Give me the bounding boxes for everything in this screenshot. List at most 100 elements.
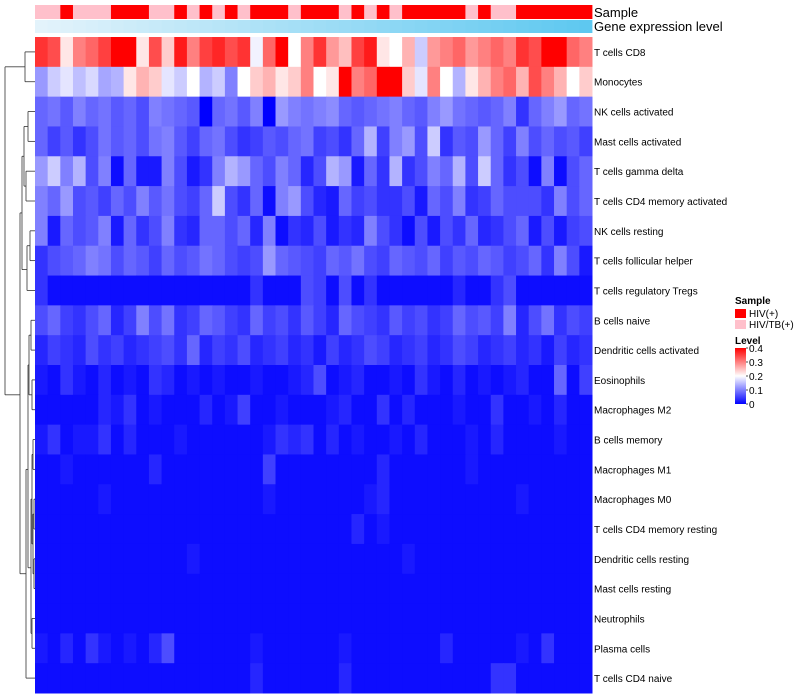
heatmap-cell: [566, 305, 580, 336]
heatmap-cell: [579, 215, 593, 247]
heatmap-cell: [212, 484, 226, 515]
heatmap-cell: [376, 96, 390, 127]
heatmap-cell: [212, 66, 226, 98]
heatmap-cell: [490, 484, 504, 515]
sample-annotation-cell: [250, 5, 264, 19]
heatmap-cell: [136, 37, 150, 68]
heatmap-cell: [47, 514, 61, 545]
gene-expression-annotation-cell: [237, 20, 251, 33]
heatmap-cell: [212, 37, 226, 68]
heatmap-cell: [161, 573, 175, 605]
sample-annotation-cell: [402, 5, 416, 19]
heatmap-cell: [427, 484, 441, 515]
heatmap-cell: [161, 454, 175, 485]
heatmap-cell: [72, 66, 87, 98]
heatmap-cell: [364, 37, 378, 68]
gene-expression-annotation-cell: [440, 20, 454, 33]
heatmap-cell: [579, 126, 593, 157]
heatmap-cell: [338, 245, 352, 277]
heatmap-cell: [516, 543, 530, 575]
heatmap-cell: [402, 275, 416, 306]
heatmap-cell: [250, 215, 264, 247]
heatmap-cell: [224, 424, 239, 455]
heatmap-cell: [174, 454, 188, 485]
heatmap-cell: [364, 484, 378, 515]
heatmap-cell: [313, 186, 327, 217]
gene-expression-annotation-cell: [161, 20, 175, 33]
heatmap-cell: [440, 37, 454, 68]
heatmap-cell: [174, 603, 188, 634]
heatmap-cell: [98, 275, 112, 306]
heatmap-cell: [364, 424, 378, 455]
heatmap-cell: [414, 215, 428, 247]
heatmap-cell: [72, 156, 87, 187]
heatmap-cell: [566, 424, 580, 455]
heatmap-cell: [212, 275, 226, 306]
heatmap-cell: [199, 156, 213, 187]
sample-annotation-cell: [72, 5, 87, 19]
heatmap-cell: [516, 394, 530, 426]
heatmap-cell: [326, 543, 340, 575]
heatmap-cell: [376, 573, 390, 605]
heatmap-cell: [35, 126, 49, 157]
heatmap-cell: [47, 275, 61, 306]
heatmap-cell: [72, 663, 87, 694]
heatmap-cell: [503, 275, 517, 306]
heatmap-cell: [72, 186, 87, 217]
heatmap-cell: [364, 454, 378, 485]
heatmap-cell: [452, 603, 466, 634]
heatmap-cell: [199, 514, 213, 545]
heatmap-cell: [123, 126, 137, 157]
heatmap-cell: [98, 514, 112, 545]
heatmap-cell: [376, 126, 390, 157]
heatmap-cell: [35, 603, 49, 634]
heatmap-cell: [376, 245, 390, 277]
heatmap-cell: [465, 335, 479, 366]
heatmap-cell: [326, 186, 340, 217]
heatmap-cell: [427, 96, 441, 127]
heatmap-cell: [47, 126, 61, 157]
heatmap-cell: [250, 514, 264, 545]
row-label: Macrophages M1: [594, 465, 672, 476]
heatmap-cell: [490, 126, 504, 157]
heatmap-cell: [566, 603, 580, 634]
heatmap-cell: [35, 514, 49, 545]
sample-annotation-cell: [136, 5, 150, 19]
heatmap-cell: [288, 305, 302, 336]
heatmap-cell: [47, 156, 61, 187]
heatmap-cell: [47, 603, 61, 634]
heatmap-cell: [566, 275, 580, 306]
heatmap-cell: [224, 126, 239, 157]
heatmap-cell: [478, 215, 492, 247]
heatmap-cell: [35, 633, 49, 664]
heatmap-cell: [351, 633, 365, 664]
heatmap-cell: [110, 514, 125, 545]
heatmap-cell: [554, 305, 568, 336]
heatmap-cell: [161, 126, 175, 157]
gene-expression-annotation-cell: [110, 20, 125, 33]
heatmap-cell: [85, 37, 99, 68]
heatmap-cell: [427, 215, 441, 247]
heatmap-cell: [237, 37, 251, 68]
gene-expression-annotation-cell: [351, 20, 365, 33]
heatmap-cell: [262, 365, 277, 396]
heatmap-cell: [110, 305, 125, 336]
heatmap-cell: [364, 245, 378, 277]
heatmap-cell: [478, 394, 492, 426]
heatmap-cell: [326, 245, 340, 277]
heatmap-cell: [300, 663, 314, 694]
heatmap-cell: [262, 186, 277, 217]
heatmap-cell: [161, 543, 175, 575]
heatmap-cell: [98, 156, 112, 187]
heatmap-cell: [452, 186, 466, 217]
heatmap-cell: [60, 126, 74, 157]
heatmap-cell: [440, 514, 454, 545]
heatmap-cell: [326, 66, 340, 98]
heatmap-cell: [35, 335, 49, 366]
heatmap-cell: [528, 454, 542, 485]
heatmap-cell: [212, 335, 226, 366]
gene-expression-annotation-cell: [300, 20, 314, 33]
heatmap-cell: [288, 663, 302, 694]
heatmap-cell: [250, 365, 264, 396]
heatmap-cell: [465, 633, 479, 664]
